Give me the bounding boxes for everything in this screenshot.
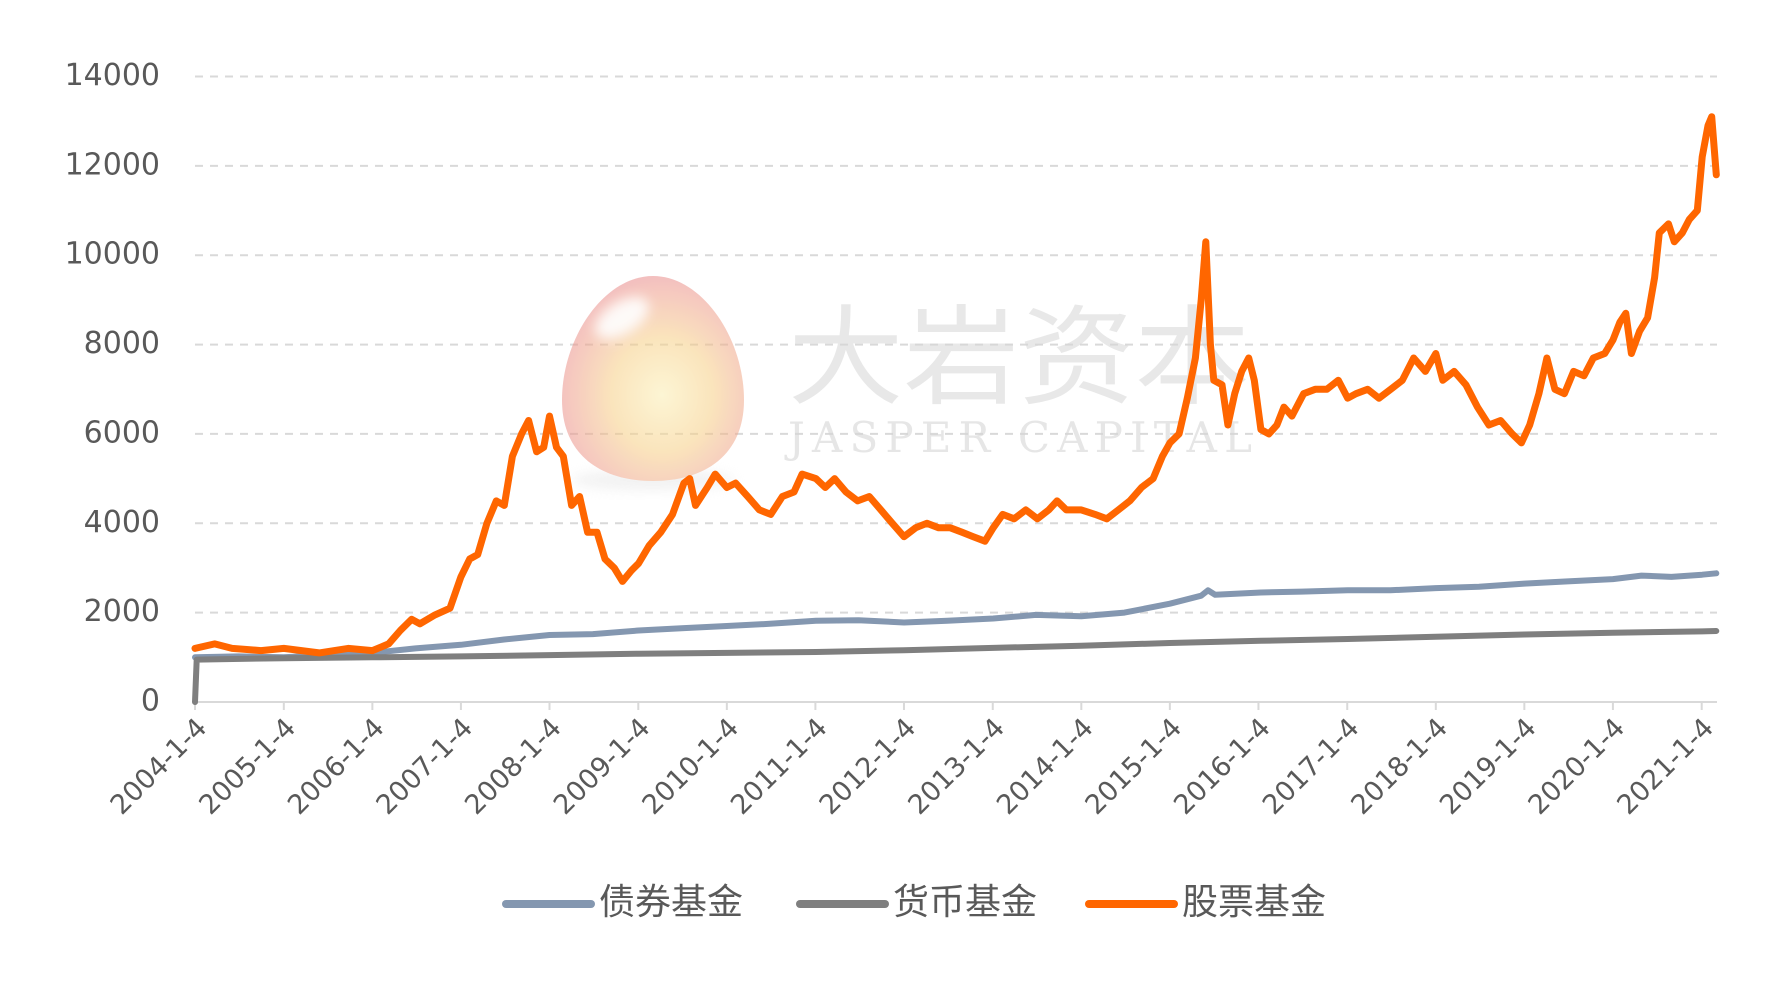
y-tick-label: 12000 <box>65 147 160 182</box>
x-tick-label: 2016-1-4 <box>1168 712 1277 821</box>
legend-item-money-fund: 货币基金 <box>796 882 1037 923</box>
x-tick-label: 2011-1-4 <box>725 712 834 821</box>
y-tick-label: 14000 <box>65 58 160 93</box>
legend-label: 股票基金 <box>1182 882 1326 923</box>
x-tick-label: 2012-1-4 <box>814 712 923 821</box>
legend-label: 货币基金 <box>893 882 1037 923</box>
x-tick-label: 2020-1-4 <box>1523 712 1632 821</box>
legend-item-stock-fund: 股票基金 <box>1085 882 1326 923</box>
watermark-logo <box>562 276 744 490</box>
x-tick-label: 2019-1-4 <box>1434 712 1543 821</box>
watermark: 大岩资本 JASPER CAPITAL <box>562 276 1252 490</box>
series-line-money-fund <box>192 628 1720 705</box>
x-tick-label: 2006-1-4 <box>282 712 391 821</box>
y-tick-label: 10000 <box>65 237 160 272</box>
legend-item-bond-fund: 债券基金 <box>502 882 743 923</box>
y-tick-label: 0 <box>141 684 160 719</box>
x-axis: 2004-1-42005-1-42006-1-42007-1-42008-1-4… <box>105 701 1720 821</box>
x-tick-label: 2018-1-4 <box>1345 712 1454 821</box>
x-tick-label: 2021-1-4 <box>1611 712 1720 821</box>
watermark-name-cn: 大岩资本 <box>788 296 1250 421</box>
x-tick-label: 2008-1-4 <box>459 712 568 821</box>
x-tick-label: 2007-1-4 <box>371 712 480 821</box>
y-tick-label: 2000 <box>84 594 160 629</box>
y-tick-label: 8000 <box>84 326 160 361</box>
x-tick-label: 2004-1-4 <box>105 712 214 821</box>
x-tick-label: 2009-1-4 <box>548 712 657 821</box>
legend-label: 债券基金 <box>599 882 743 923</box>
x-tick-label: 2014-1-4 <box>991 712 1100 821</box>
legend: 债券基金 货币基金 股票基金 <box>502 882 1326 923</box>
series-lines <box>191 113 1720 705</box>
y-tick-label: 4000 <box>84 505 160 540</box>
y-axis: 0 2000 4000 6000 8000 10000 12000 14000 <box>65 58 160 719</box>
y-tick-label: 6000 <box>84 415 160 450</box>
x-tick-label: 2013-1-4 <box>902 712 1011 821</box>
x-tick-label: 2005-1-4 <box>193 712 302 821</box>
x-tick-label: 2015-1-4 <box>1080 712 1189 821</box>
x-tick-label: 2010-1-4 <box>637 712 746 821</box>
series-line-bond-fund <box>192 570 1720 661</box>
series-line-stock-fund <box>191 113 1720 657</box>
x-tick-label: 2017-1-4 <box>1257 712 1366 821</box>
